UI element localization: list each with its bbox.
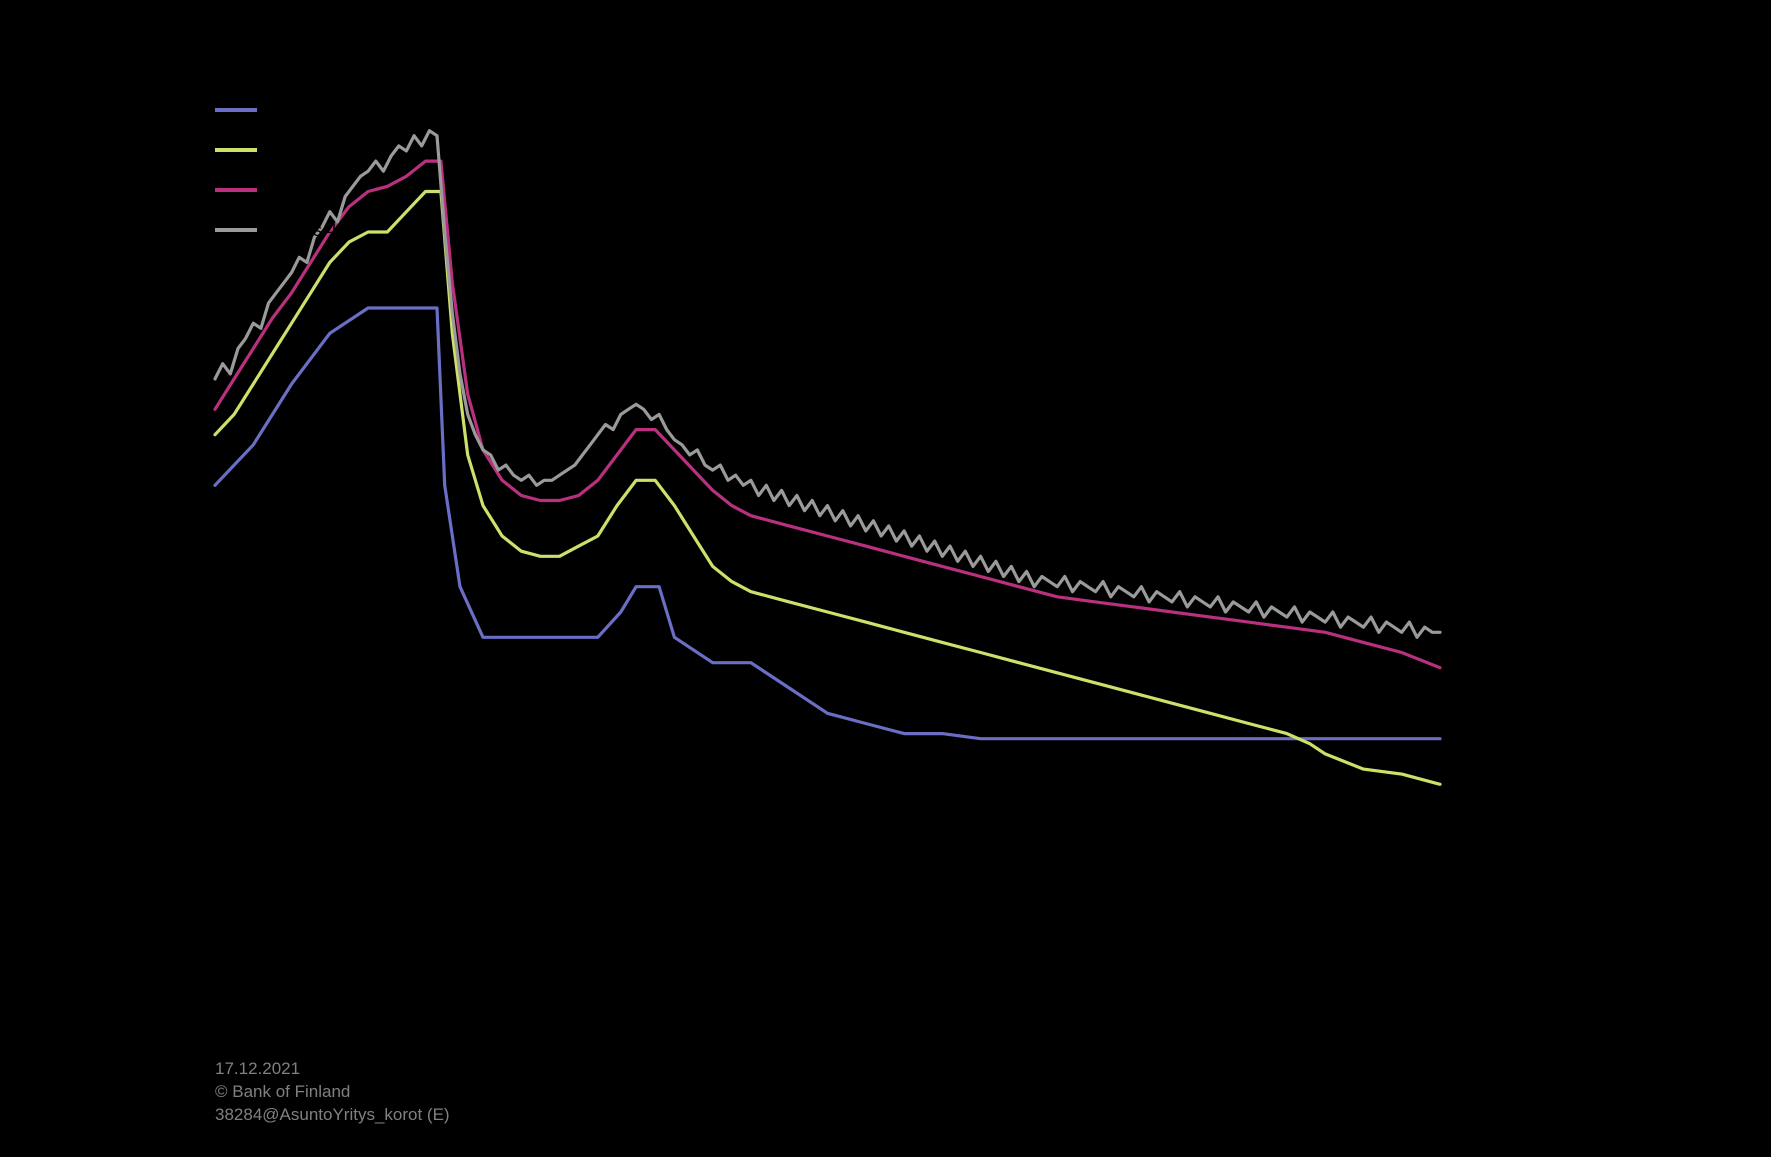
series-line — [215, 161, 1440, 668]
legend-swatch — [215, 228, 257, 232]
legend-label: Series 4 — [271, 220, 337, 241]
legend-row: Series 2 — [215, 130, 337, 170]
series-line — [215, 131, 1440, 638]
legend-row: Series 4 — [215, 210, 337, 250]
legend-label: Series 2 — [271, 140, 337, 161]
legend: Series 1 Series 2 Series 3 Series 4 — [215, 90, 337, 250]
footer-ref: 38284@AsuntoYritys_korot (E) — [215, 1104, 450, 1127]
legend-row: Series 3 — [215, 170, 337, 210]
footer-meta: 17.12.2021 © Bank of Finland 38284@Asunt… — [215, 1058, 450, 1127]
footer-copyright: © Bank of Finland — [215, 1081, 450, 1104]
legend-label: Series 1 — [271, 100, 337, 121]
legend-label: Series 3 — [271, 180, 337, 201]
series-line — [215, 192, 1440, 785]
chart-container: Series 1 Series 2 Series 3 Series 4 17.12.2… — [0, 0, 1771, 1157]
legend-swatch — [215, 188, 257, 192]
legend-swatch — [215, 108, 257, 112]
legend-row: Series 1 — [215, 90, 337, 130]
series-line — [215, 308, 1440, 739]
footer-date: 17.12.2021 — [215, 1058, 450, 1081]
legend-swatch — [215, 148, 257, 152]
